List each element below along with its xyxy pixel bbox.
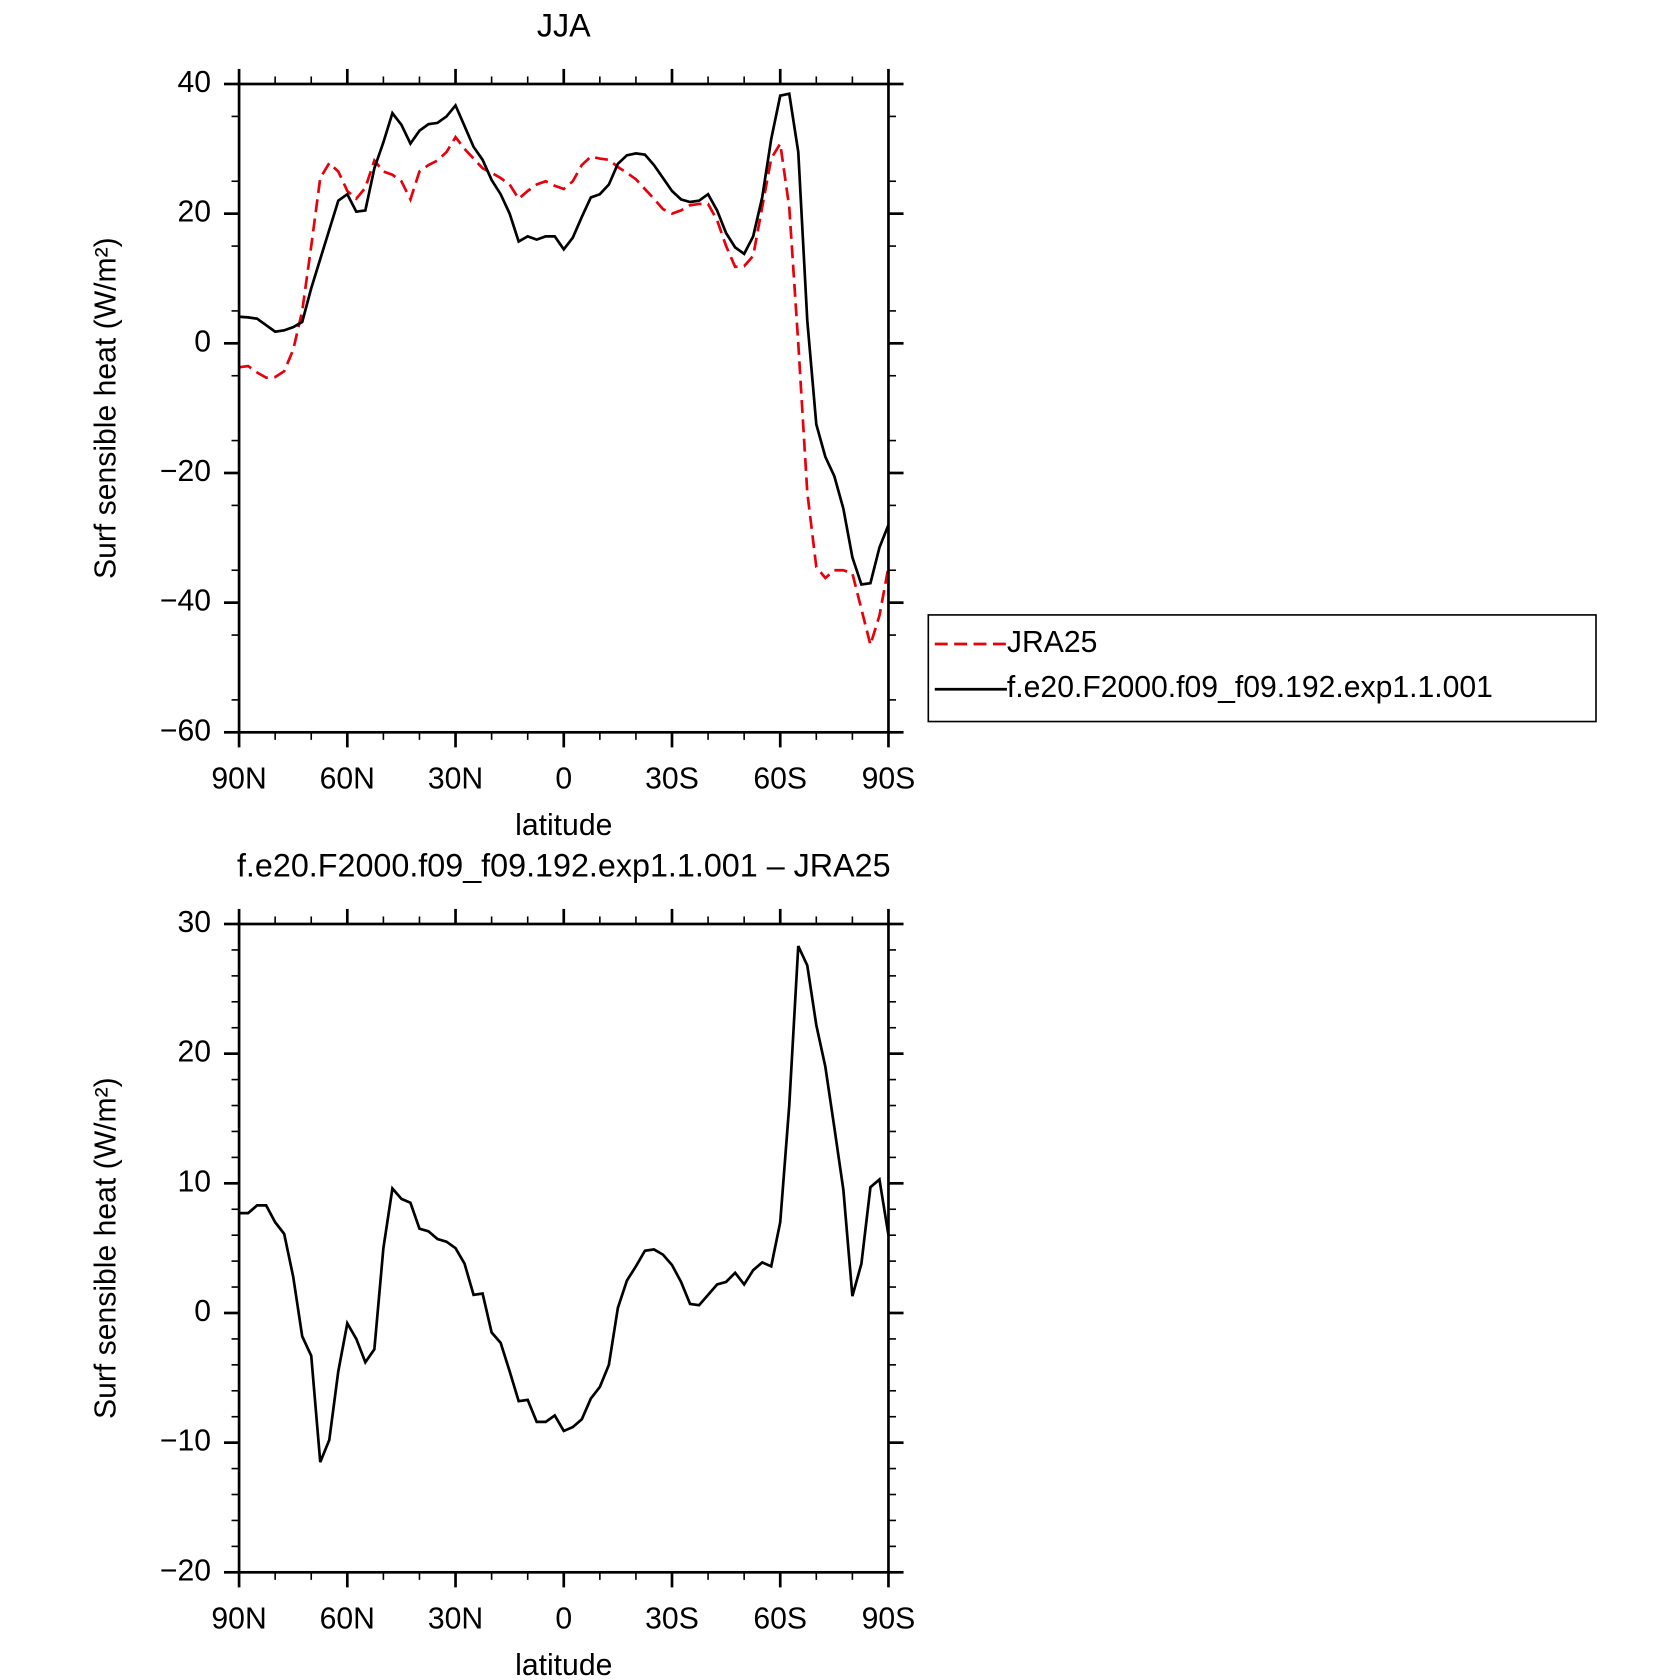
y-axis-label: Surf sensible heat (W/m²) xyxy=(90,1077,123,1419)
x-tick-label: 90S xyxy=(862,1603,916,1636)
x-tick-label: 30S xyxy=(645,1603,699,1636)
x-tick-label: 30N xyxy=(428,1603,483,1636)
x-tick-label: 60S xyxy=(753,763,807,796)
y-tick-label: 20 xyxy=(178,196,212,229)
legend-label: JRA25 xyxy=(1007,626,1097,659)
x-tick-label: 0 xyxy=(555,1603,572,1636)
y-tick-label: 0 xyxy=(194,1295,211,1328)
x-tick-label: 90S xyxy=(862,763,916,796)
y-tick-label: 0 xyxy=(194,325,211,358)
data-line xyxy=(238,134,890,650)
x-tick-label: 60N xyxy=(320,1603,375,1636)
x-tick-label: 30N xyxy=(428,763,483,796)
y-tick-label: −40 xyxy=(160,585,211,618)
x-tick-label: 90N xyxy=(211,763,266,796)
chart-title: JJA xyxy=(537,8,591,44)
x-axis-label: latitude xyxy=(515,1649,612,1680)
x-tick-label: 60N xyxy=(320,763,375,796)
x-tick-label: 0 xyxy=(555,763,572,796)
y-tick-label: −10 xyxy=(160,1425,211,1458)
x-tick-label: 30S xyxy=(645,763,699,796)
y-tick-label: 40 xyxy=(178,66,212,99)
y-tick-label: −60 xyxy=(160,714,211,747)
y-tick-label: 20 xyxy=(178,1036,212,1069)
y-axis-label: Surf sensible heat (W/m²) xyxy=(90,237,123,579)
y-tick-label: −20 xyxy=(160,455,211,488)
legend-box xyxy=(927,614,1597,723)
legend-label: f.e20.F2000.f09_f09.192.exp1.1.001 xyxy=(1007,671,1493,704)
data-line xyxy=(238,92,890,586)
y-tick-label: 30 xyxy=(178,906,212,939)
data-line xyxy=(239,945,890,1463)
x-tick-label: 60S xyxy=(753,1603,807,1636)
plot-frame xyxy=(237,922,890,1574)
y-tick-label: 10 xyxy=(178,1165,212,1198)
x-axis-label: latitude xyxy=(515,809,612,842)
plot-frame xyxy=(237,82,890,734)
x-tick-label: 90N xyxy=(211,1603,266,1636)
chart-title: f.e20.F2000.f09_f09.192.exp1.1.001 – JRA… xyxy=(237,848,891,884)
y-tick-label: −20 xyxy=(160,1554,211,1587)
